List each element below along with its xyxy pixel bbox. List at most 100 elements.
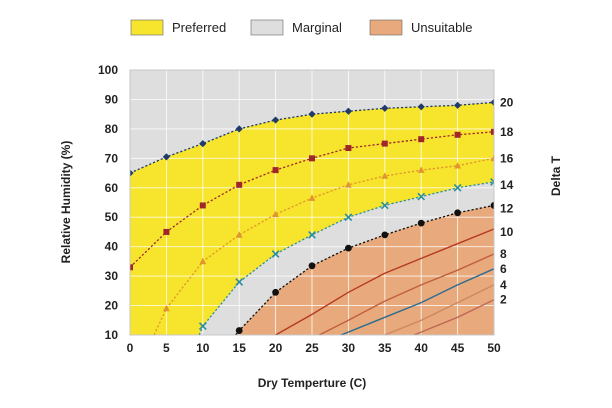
point-18 [272, 167, 279, 174]
point-14 [308, 231, 316, 239]
point-18 [491, 128, 494, 135]
point-20 [490, 98, 494, 106]
y-tick-label: 50 [105, 210, 119, 224]
x-tick-label: 30 [342, 341, 356, 355]
point-16 [454, 162, 461, 169]
point-20 [344, 107, 352, 115]
y-tick-label: 70 [105, 151, 119, 165]
point-12 [454, 209, 461, 217]
point-20 [454, 101, 462, 109]
point-14 [380, 201, 389, 210]
x-tick-label: 15 [233, 341, 247, 355]
point-20 [130, 169, 134, 177]
zone-unsuitable [235, 205, 494, 335]
legend-swatch-marginal [250, 19, 284, 36]
point-20 [199, 140, 207, 148]
y-axis-title: Relative Humidity (%) [59, 141, 73, 264]
point-18 [381, 140, 388, 147]
legend-swatch-preferred [130, 19, 164, 36]
y-tick-label: 30 [105, 269, 119, 283]
series-line-8 [318, 253, 494, 335]
legend-item-unsuitable: Unsuitable [369, 19, 472, 36]
point-12 [272, 288, 279, 296]
series-line-10 [275, 228, 494, 335]
point-12 [235, 327, 243, 334]
point-12 [345, 244, 352, 252]
point-12 [490, 202, 494, 209]
point-18 [236, 181, 243, 188]
x-tick-label: 45 [451, 341, 465, 355]
delta-t-label: 18 [500, 125, 514, 139]
legend-swatch-unsuitable [369, 19, 403, 36]
y-tick-label: 10 [105, 328, 119, 342]
x-tick-label: 0 [127, 341, 134, 355]
plot-area [130, 70, 494, 335]
y-tick-label: 40 [105, 240, 119, 254]
y2-axis-title: Delta T [549, 155, 563, 196]
point-16 [272, 210, 279, 218]
delta-t-labels: 20 18 16 14 12 10 86 42 [500, 95, 514, 306]
delta-t-label: 10 [500, 225, 514, 239]
point-18 [309, 155, 315, 162]
point-14 [271, 250, 280, 258]
legend-label-marginal: Marginal [292, 20, 342, 35]
x-tick-label: 35 [378, 341, 392, 355]
x-axis-ticks: 0 5 10 15 20 25 30 35 40 45 50 [127, 341, 501, 355]
y-axis-ticks: 10 20 30 40 50 60 70 80 90 100 [98, 63, 118, 342]
grid-lines [130, 70, 494, 335]
point-14 [198, 322, 207, 331]
point-16 [235, 231, 243, 238]
legend: Preferred Marginal Unsuitable [130, 19, 472, 36]
y-tick-label: 80 [105, 122, 119, 136]
point-20 [381, 104, 389, 112]
point-16 [308, 194, 316, 201]
x-tick-label: 25 [305, 341, 319, 355]
delta-t-label: 4 [500, 278, 507, 292]
x-tick-label: 40 [415, 341, 429, 355]
point-16 [199, 257, 207, 265]
point-16 [417, 166, 425, 173]
x-tick-label: 10 [196, 341, 210, 355]
point-12 [381, 231, 389, 239]
series-line-4 [384, 284, 494, 335]
point-18 [163, 228, 170, 235]
delta-t-label: 16 [500, 151, 514, 165]
x-tick-label: 5 [163, 341, 170, 355]
x-axis-title: Dry Temperture (C) [258, 376, 366, 390]
legend-item-marginal: Marginal [250, 19, 342, 36]
plot-frame [129, 69, 495, 336]
point-14 [453, 183, 462, 192]
delta-t-label: 12 [500, 201, 514, 215]
point-18 [130, 264, 133, 271]
point-18 [199, 202, 206, 209]
delta-t-label: 6 [500, 262, 507, 276]
y-tick-label: 90 [105, 92, 119, 106]
series-line-6 [340, 268, 494, 335]
legend-item-preferred: Preferred [130, 19, 226, 36]
y-tick-label: 100 [98, 63, 118, 77]
legend-label-preferred: Preferred [172, 20, 226, 35]
point-20 [308, 110, 316, 118]
delta-t-label: 2 [500, 293, 507, 307]
x-tick-label: 20 [269, 341, 283, 355]
point-16 [490, 154, 494, 162]
legend-label-unsuitable: Unsuitable [411, 20, 472, 35]
point-14 [344, 213, 353, 222]
point-16 [381, 172, 389, 179]
point-12 [417, 219, 425, 227]
series-line-2 [413, 299, 494, 335]
delta-t-label: 8 [500, 247, 507, 261]
delta-t-label: 14 [500, 178, 514, 192]
y-tick-label: 60 [105, 181, 119, 195]
point-18 [345, 145, 352, 152]
point-20 [162, 153, 170, 161]
point-14 [417, 192, 426, 201]
point-20 [417, 103, 425, 111]
series-line-14 [198, 181, 494, 335]
y-tick-label: 20 [105, 299, 119, 313]
point-14 [235, 278, 244, 286]
point-20 [272, 116, 280, 124]
point-18 [418, 136, 425, 143]
point-14 [490, 178, 494, 186]
